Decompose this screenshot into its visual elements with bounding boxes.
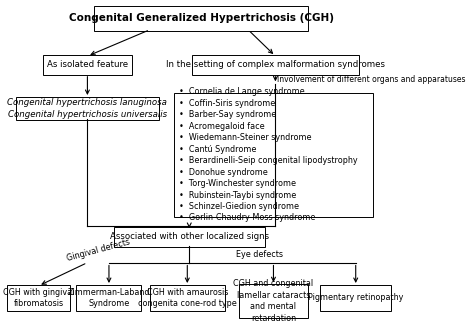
Text: Gingival defects: Gingival defects — [66, 237, 131, 262]
FancyBboxPatch shape — [174, 93, 373, 217]
FancyBboxPatch shape — [43, 55, 132, 75]
Text: Eye defects: Eye defects — [236, 250, 283, 259]
FancyBboxPatch shape — [7, 285, 70, 311]
Text: CGH with gingival
fibromatosis: CGH with gingival fibromatosis — [3, 288, 74, 308]
Text: Congenital hypertrichosis lanuginosa
Congenital hypertrichosis universalis: Congenital hypertrichosis lanuginosa Con… — [8, 98, 167, 119]
Text: In the setting of complex malformation syndromes: In the setting of complex malformation s… — [166, 60, 385, 70]
FancyBboxPatch shape — [320, 285, 391, 311]
Text: Associated with other localized signs: Associated with other localized signs — [109, 233, 269, 241]
FancyBboxPatch shape — [16, 97, 159, 120]
Text: CGH and congenital
lamellar cataracts
and mental
retardation: CGH and congenital lamellar cataracts an… — [233, 279, 313, 323]
Text: •  Cornelia de Lange syndrome
•  Coffin-Siris syndrome
•  Barber-Say syndrome
• : • Cornelia de Lange syndrome • Coffin-Si… — [180, 88, 358, 222]
FancyBboxPatch shape — [150, 285, 225, 311]
FancyBboxPatch shape — [114, 227, 265, 247]
Text: Zimmerman-Laband
Syndrome: Zimmerman-Laband Syndrome — [68, 288, 150, 308]
Text: As isolated feature: As isolated feature — [47, 60, 128, 70]
Text: Congenital Generalized Hypertrichosis (CGH): Congenital Generalized Hypertrichosis (C… — [69, 13, 334, 23]
FancyBboxPatch shape — [94, 6, 308, 31]
Text: Involvement of different organs and apparatuses: Involvement of different organs and appa… — [277, 74, 466, 84]
FancyBboxPatch shape — [239, 284, 308, 318]
FancyBboxPatch shape — [76, 285, 141, 311]
FancyBboxPatch shape — [192, 55, 359, 75]
Text: CGH with amaurosis
congenita cone-rod type: CGH with amaurosis congenita cone-rod ty… — [138, 288, 237, 308]
Text: Pigmentary retinopathy: Pigmentary retinopathy — [308, 294, 403, 302]
